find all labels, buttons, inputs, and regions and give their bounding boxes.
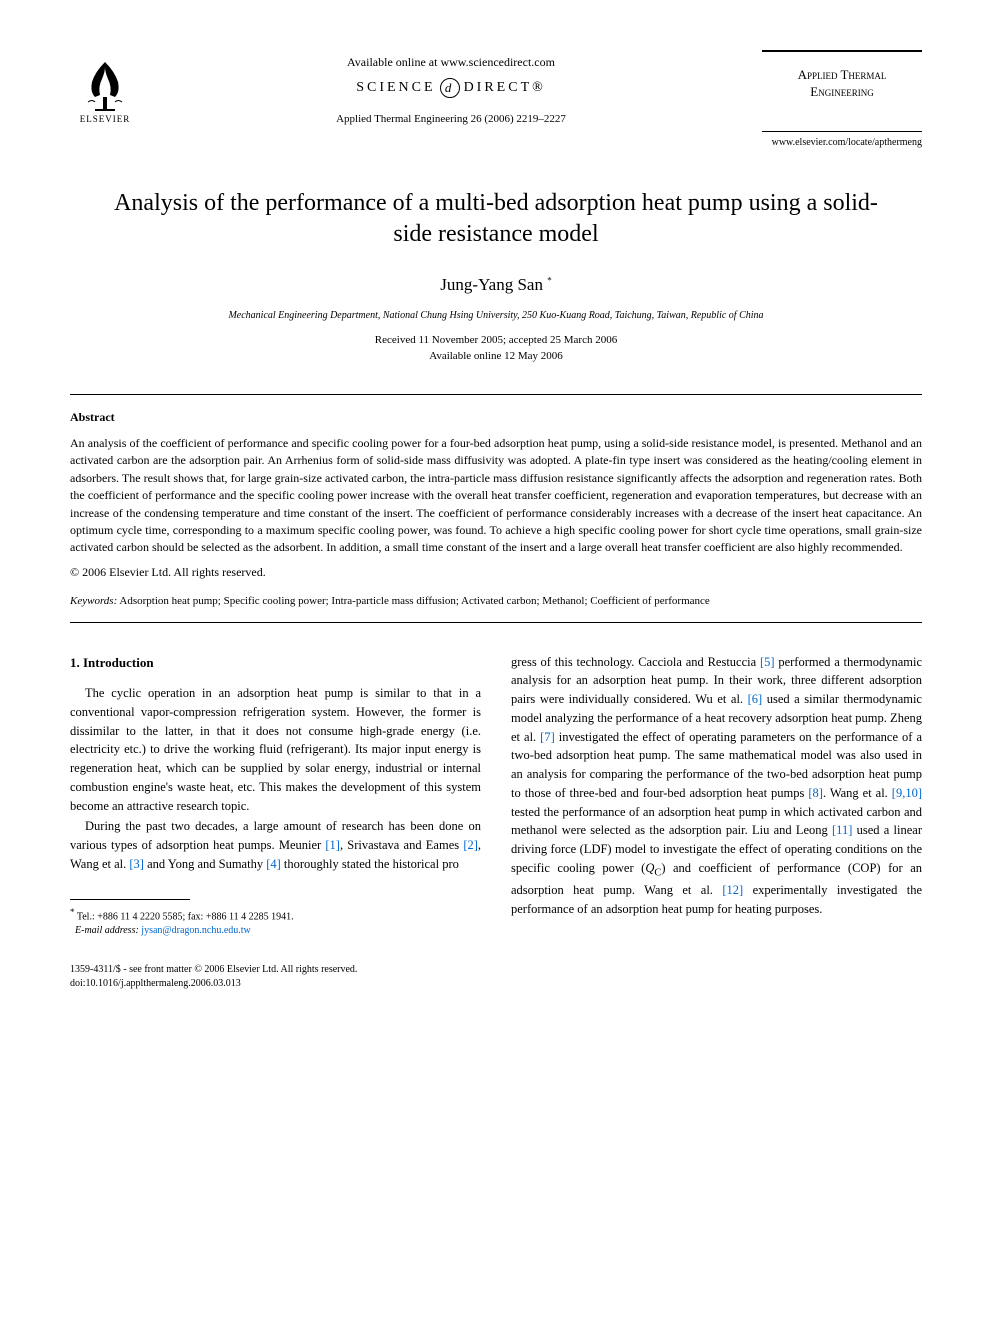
keywords-line: Keywords: Adsorption heat pump; Specific… bbox=[70, 595, 922, 607]
paragraph: gress of this technology. Cacciola and R… bbox=[511, 653, 922, 919]
sd-text-right: DIRECT® bbox=[464, 80, 546, 96]
abstract-text: An analysis of the coefficient of perfor… bbox=[70, 435, 922, 557]
sd-text-left: SCIENCE bbox=[356, 80, 435, 96]
footnote-marker: * bbox=[70, 907, 75, 917]
journal-name: Applied Thermal Engineering bbox=[767, 67, 917, 101]
header-row: ELSEVIER Available online at www.science… bbox=[70, 50, 922, 148]
citation-link[interactable]: [12] bbox=[722, 883, 743, 897]
paragraph: The cyclic operation in an adsorption he… bbox=[70, 684, 481, 815]
copyright-text: © 2006 Elsevier Ltd. All rights reserved… bbox=[70, 565, 922, 580]
citation-link[interactable]: [8] bbox=[808, 786, 823, 800]
journal-box: Applied Thermal Engineering bbox=[762, 50, 922, 132]
corresponding-footnote: * Tel.: +886 11 4 2220 5585; fax: +886 1… bbox=[70, 906, 481, 938]
body-columns: 1. Introduction The cyclic operation in … bbox=[70, 653, 922, 938]
section-heading: 1. Introduction bbox=[70, 653, 481, 673]
journal-url: www.elsevier.com/locate/apthermeng bbox=[762, 137, 922, 148]
header-right-block: Applied Thermal Engineering www.elsevier… bbox=[762, 50, 922, 148]
footnote-tel: Tel.: +886 11 4 2220 5585; fax: +886 11 … bbox=[77, 911, 294, 922]
author-marker: * bbox=[547, 276, 552, 286]
sciencedirect-icon: d bbox=[440, 78, 460, 98]
elsevier-logo: ELSEVIER bbox=[70, 50, 140, 130]
email-label: E-mail address: bbox=[75, 925, 139, 936]
right-column: gress of this technology. Cacciola and R… bbox=[511, 653, 922, 938]
citation-link[interactable]: [6] bbox=[748, 692, 763, 706]
citation-link[interactable]: [2] bbox=[463, 838, 478, 852]
page-footer: 1359-4311/$ - see front matter © 2006 El… bbox=[70, 963, 922, 991]
citation-link[interactable]: [1] bbox=[325, 838, 340, 852]
affiliation: Mechanical Engineering Department, Natio… bbox=[70, 310, 922, 321]
citation-link[interactable]: [11] bbox=[832, 823, 852, 837]
header-center: Available online at www.sciencedirect.co… bbox=[140, 50, 762, 125]
citation-link[interactable]: [4] bbox=[266, 857, 281, 871]
doi-line: doi:10.1016/j.applthermaleng.2006.03.013 bbox=[70, 978, 241, 989]
divider-icon bbox=[70, 394, 922, 395]
left-column: 1. Introduction The cyclic operation in … bbox=[70, 653, 481, 938]
elsevier-label: ELSEVIER bbox=[80, 114, 131, 124]
keywords-label: Keywords: bbox=[70, 595, 117, 607]
available-online-text: Available online at www.sciencedirect.co… bbox=[140, 55, 762, 70]
article-dates: Received 11 November 2005; accepted 25 M… bbox=[70, 333, 922, 364]
citation-link[interactable]: [9,10] bbox=[892, 786, 922, 800]
issn-line: 1359-4311/$ - see front matter © 2006 El… bbox=[70, 964, 357, 975]
footnote-divider-icon bbox=[70, 899, 190, 900]
paragraph: During the past two decades, a large amo… bbox=[70, 817, 481, 873]
divider-icon bbox=[70, 622, 922, 623]
journal-reference: Applied Thermal Engineering 26 (2006) 22… bbox=[140, 113, 762, 125]
citation-link[interactable]: [3] bbox=[129, 857, 144, 871]
author-name: Jung-Yang San * bbox=[70, 275, 922, 295]
email-link[interactable]: jysan@dragon.nchu.edu.tw bbox=[139, 925, 251, 936]
citation-link[interactable]: [7] bbox=[540, 730, 555, 744]
citation-link[interactable]: [5] bbox=[760, 655, 775, 669]
abstract-heading: Abstract bbox=[70, 410, 922, 425]
sciencedirect-logo: SCIENCE d DIRECT® bbox=[140, 78, 762, 98]
article-title: Analysis of the performance of a multi-b… bbox=[110, 188, 882, 250]
publisher-logo-block: ELSEVIER bbox=[70, 50, 140, 130]
elsevier-tree-icon bbox=[80, 57, 130, 112]
keywords-text: Adsorption heat pump; Specific cooling p… bbox=[117, 595, 710, 607]
